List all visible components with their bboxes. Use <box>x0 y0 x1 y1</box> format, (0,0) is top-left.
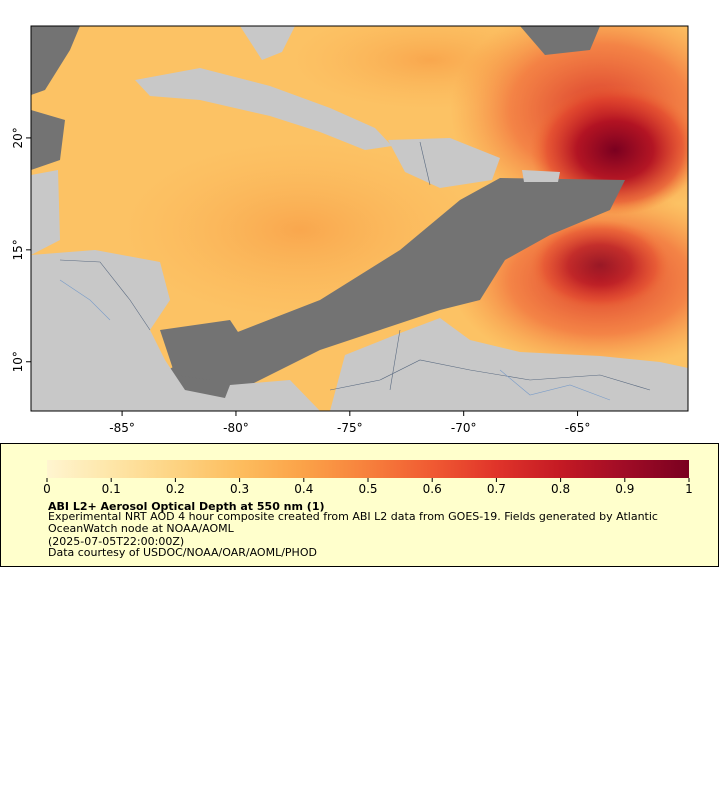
no-data-region <box>160 320 250 380</box>
land <box>31 250 260 411</box>
colorbar-tick-label: 0.1 <box>102 482 121 496</box>
land <box>522 170 560 182</box>
colorbar-tick-label: 0.4 <box>294 482 313 496</box>
legend-title: ABI L2+ Aerosol Optical Depth at 550 nm … <box>48 500 325 513</box>
x-tick-label: -70° <box>451 421 477 435</box>
colorbar-tick-label: 0.7 <box>487 482 506 496</box>
legend-description: Experimental NRT AOD 4 hour composite cr… <box>48 511 658 535</box>
x-tick-label: -65° <box>565 421 591 435</box>
colorbar-tick-label: 0.9 <box>615 482 634 496</box>
borders <box>59 141 651 391</box>
land <box>330 318 688 411</box>
colorbar-tick-label: 1 <box>685 482 693 496</box>
colorbar <box>47 460 689 478</box>
colorbar-tick-label: 0 <box>43 482 51 496</box>
y-tick-label: 10° <box>11 351 25 372</box>
x-tick-label: -80° <box>223 421 249 435</box>
legend-credit: Data courtesy of USDOC/NOAA/OAR/AOML/PHO… <box>48 546 317 559</box>
x-tick-label: -75° <box>337 421 363 435</box>
colorbar-tick-label: 0.2 <box>166 482 185 496</box>
colorbar-tick-label: 0.3 <box>230 482 249 496</box>
map-frame <box>30 25 689 412</box>
land <box>240 26 295 60</box>
rivers <box>59 279 611 401</box>
colorbar-tick-label: 0.8 <box>551 482 570 496</box>
y-tick-label: 15° <box>11 239 25 260</box>
no-data-region <box>31 26 80 95</box>
colorbar-tick-label: 0.5 <box>358 482 377 496</box>
aerosol-hotspot <box>530 220 670 310</box>
no-data-region <box>31 110 65 170</box>
land <box>135 68 392 150</box>
legend-date: (2025-07-05T22:00:00Z) <box>48 535 184 548</box>
no-data-region <box>520 26 600 55</box>
no-data-region <box>140 178 625 411</box>
axes: -85° -80° -75° -70° -65° 10° 15° 20° <box>11 127 590 435</box>
x-tick-label: -85° <box>109 421 135 435</box>
description-box: Experimental NRT AOD 4 hour composite cr… <box>48 511 658 535</box>
colorbar-tick-label: 0.6 <box>423 482 442 496</box>
land <box>220 380 320 411</box>
land <box>31 170 60 255</box>
land <box>388 138 500 188</box>
map-area <box>31 26 688 411</box>
colorbar-ticks: 0 0.1 0.2 0.3 0.4 0.5 0.6 0.7 0.8 0.9 1 <box>43 478 693 496</box>
y-tick-label: 20° <box>11 127 25 148</box>
